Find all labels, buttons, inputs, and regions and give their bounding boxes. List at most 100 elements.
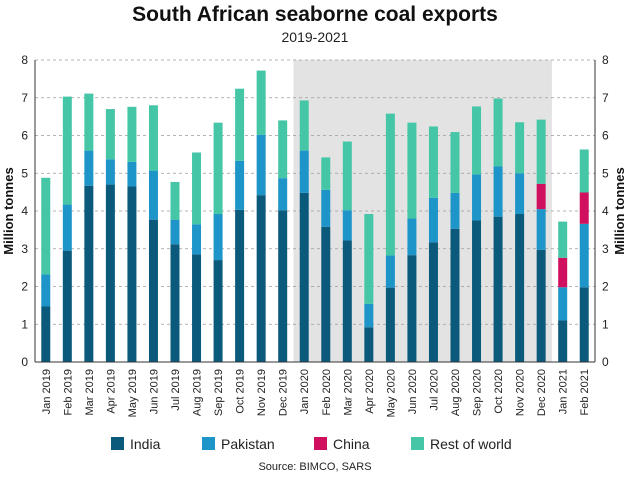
x-tick-label: Sep 2019 — [213, 369, 225, 416]
bar-rest-of-world-jan-2019 — [41, 177, 51, 275]
legend-swatch-india — [111, 437, 124, 450]
bar-pakistan-nov-2020 — [515, 173, 525, 215]
bar-pakistan-nov-2019 — [256, 134, 266, 196]
bar-rest-of-world-feb-2021 — [579, 149, 589, 193]
bar-rest-of-world-may-2019 — [127, 106, 137, 162]
legend-swatch-china — [314, 437, 327, 450]
bar-india-sep-2020 — [472, 220, 482, 362]
bar-rest-of-world-feb-2020 — [321, 157, 331, 190]
bar-pakistan-feb-2020 — [321, 189, 331, 227]
bar-india-mar-2019 — [84, 185, 94, 362]
legend-label-pakistan: Pakistan — [221, 436, 275, 452]
bar-rest-of-world-oct-2020 — [493, 98, 503, 167]
x-tick-label: Mar 2019 — [84, 369, 96, 415]
y-tick-label-left: 7 — [21, 91, 28, 105]
bar-pakistan-jun-2019 — [148, 170, 158, 220]
bar-rest-of-world-jun-2019 — [148, 105, 158, 171]
bar-pakistan-oct-2020 — [493, 166, 503, 217]
x-tick-label: Feb 2020 — [321, 369, 333, 415]
bar-china-jan-2021 — [558, 257, 568, 288]
bar-india-feb-2020 — [321, 226, 331, 362]
y-tick-label-left: 8 — [21, 53, 28, 67]
bar-pakistan-jan-2020 — [299, 150, 309, 193]
bar-india-oct-2020 — [493, 216, 503, 362]
x-tick-label: Jun 2020 — [407, 369, 419, 414]
bar-rest-of-world-nov-2020 — [515, 122, 525, 174]
bar-pakistan-dec-2020 — [536, 209, 546, 250]
y-tick-label-right: 4 — [602, 204, 609, 218]
y-tick-label-right: 5 — [602, 166, 609, 180]
bar-rest-of-world-may-2020 — [385, 113, 395, 256]
y-tick-label-left: 4 — [21, 204, 28, 218]
bar-pakistan-jan-2021 — [558, 287, 568, 321]
bar-rest-of-world-aug-2020 — [450, 132, 460, 193]
bar-rest-of-world-dec-2020 — [536, 119, 546, 184]
bar-india-jan-2020 — [299, 192, 309, 362]
bar-india-sep-2019 — [213, 260, 223, 362]
bar-pakistan-sep-2020 — [472, 174, 482, 221]
bar-rest-of-world-jul-2019 — [170, 181, 180, 220]
bar-pakistan-jan-2019 — [41, 274, 51, 307]
x-tick-label: Dec 2020 — [536, 369, 548, 416]
bar-india-apr-2020 — [364, 327, 374, 362]
x-tick-label: Aug 2019 — [192, 369, 204, 416]
bar-india-jul-2019 — [170, 244, 180, 362]
bar-rest-of-world-jan-2021 — [558, 221, 568, 258]
bar-rest-of-world-mar-2020 — [342, 141, 352, 211]
bar-rest-of-world-feb-2019 — [62, 96, 72, 205]
bar-pakistan-mar-2020 — [342, 210, 352, 241]
bar-pakistan-jun-2020 — [407, 218, 417, 256]
legend: India Pakistan China Rest of world — [111, 436, 512, 452]
bar-rest-of-world-sep-2020 — [472, 106, 482, 175]
x-tick-label: Dec 2019 — [278, 369, 290, 416]
bar-india-nov-2020 — [515, 214, 525, 362]
x-tick-label: Aug 2020 — [450, 369, 462, 416]
legend-swatch-pakistan — [202, 437, 215, 450]
y-axis-label-left: Million tonnes — [1, 167, 16, 254]
x-tick-label: May 2019 — [127, 369, 139, 417]
highlight-band-2020 — [293, 60, 552, 362]
legend-swatch-rest-of-world — [411, 437, 424, 450]
y-tick-label-left: 0 — [21, 355, 28, 369]
y-tick-label-right: 8 — [602, 53, 609, 67]
x-tick-label: Oct 2020 — [493, 369, 505, 414]
bar-rest-of-world-sep-2019 — [213, 122, 223, 215]
bar-rest-of-world-jan-2020 — [299, 100, 309, 151]
y-tick-label-right: 2 — [602, 280, 609, 294]
bar-india-may-2020 — [385, 287, 395, 362]
legend-label-india: India — [130, 436, 161, 452]
legend-label-china: China — [333, 436, 370, 452]
bar-pakistan-sep-2019 — [213, 214, 223, 261]
y-tick-label-right: 6 — [602, 129, 609, 143]
bar-pakistan-may-2020 — [385, 255, 395, 288]
bar-rest-of-world-jun-2020 — [407, 122, 417, 219]
bar-rest-of-world-dec-2019 — [278, 120, 288, 179]
x-tick-label: Jan 2021 — [558, 369, 570, 414]
x-tick-label: Feb 2021 — [579, 369, 591, 415]
bar-pakistan-jul-2019 — [170, 219, 180, 245]
bar-india-jan-2019 — [41, 306, 51, 362]
bar-pakistan-aug-2019 — [192, 224, 202, 255]
bar-rest-of-world-apr-2019 — [105, 109, 115, 160]
bar-pakistan-aug-2020 — [450, 192, 460, 229]
bar-pakistan-apr-2019 — [105, 159, 115, 185]
y-tick-label-left: 3 — [21, 242, 28, 256]
y-tick-label-left: 1 — [21, 317, 28, 331]
x-tick-label: Nov 2019 — [256, 369, 268, 416]
bar-rest-of-world-apr-2020 — [364, 214, 374, 304]
x-tick-label: Nov 2020 — [515, 369, 527, 416]
x-tick-label: Feb 2019 — [62, 369, 74, 415]
bar-rest-of-world-nov-2019 — [256, 70, 266, 135]
bar-india-dec-2020 — [536, 249, 546, 362]
y-tick-label-left: 5 — [21, 166, 28, 180]
bar-india-aug-2019 — [192, 254, 202, 362]
x-tick-label: Apr 2020 — [364, 369, 376, 414]
bar-india-feb-2021 — [579, 287, 589, 362]
x-tick-label: Jun 2019 — [148, 369, 160, 414]
bar-pakistan-jul-2020 — [428, 197, 438, 243]
bar-pakistan-feb-2019 — [62, 204, 72, 251]
chart-subtitle: 2019-2021 — [282, 29, 349, 45]
y-tick-label-left: 6 — [21, 129, 28, 143]
bar-india-jul-2020 — [428, 242, 438, 362]
x-tick-label: Jan 2019 — [41, 369, 53, 414]
